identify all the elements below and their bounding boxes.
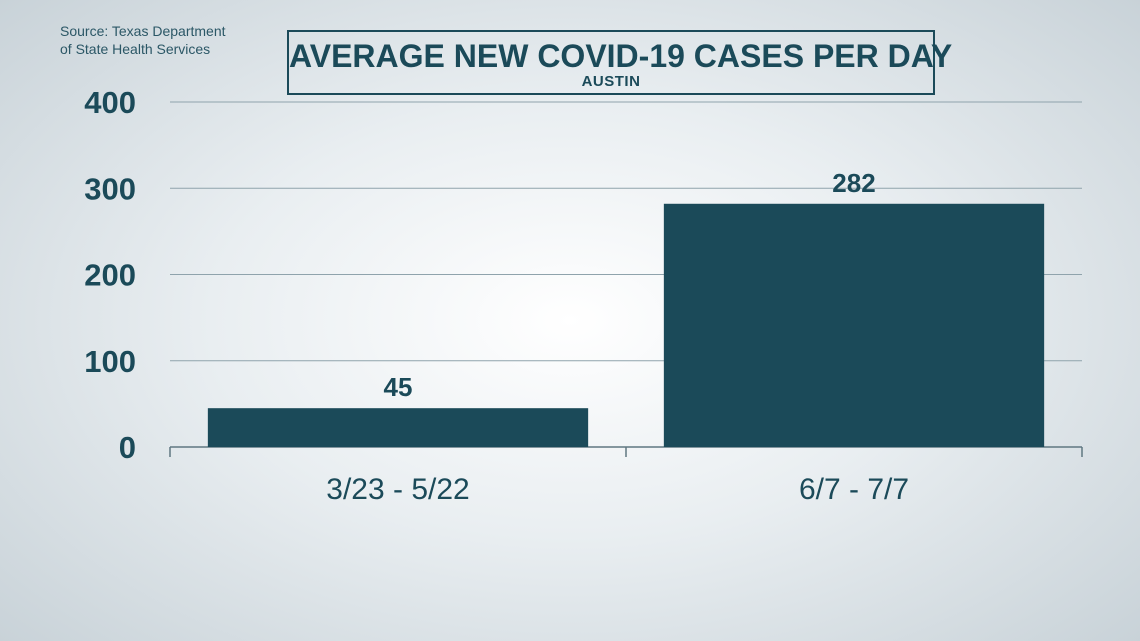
bar-1 — [207, 408, 589, 447]
data-label-2: 282 — [832, 168, 875, 198]
source-line-2: of State Health Services — [60, 41, 211, 57]
bar-2 — [663, 203, 1045, 447]
source-line-1: Source: Texas Department — [60, 23, 226, 39]
data-label-1: 45 — [384, 372, 413, 402]
category-label-2: 6/7 - 7/7 — [799, 473, 909, 506]
chart-subtitle: AUSTIN — [581, 73, 641, 90]
category-label-1: 3/23 - 5/22 — [326, 473, 469, 506]
source-note: Source: Texas Department of State Health… — [60, 22, 290, 58]
y-tick-label-0: 0 — [119, 430, 136, 465]
y-tick-label-300: 300 — [84, 171, 136, 206]
title-box: AVERAGE NEW COVID-19 CASES PER DAY AUSTI… — [287, 30, 953, 95]
y-tick-label-200: 200 — [84, 258, 136, 293]
y-tick-label-400: 400 — [84, 85, 136, 120]
y-tick-label-100: 100 — [84, 344, 136, 379]
chart-title: AVERAGE NEW COVID-19 CASES PER DAY — [289, 38, 953, 74]
